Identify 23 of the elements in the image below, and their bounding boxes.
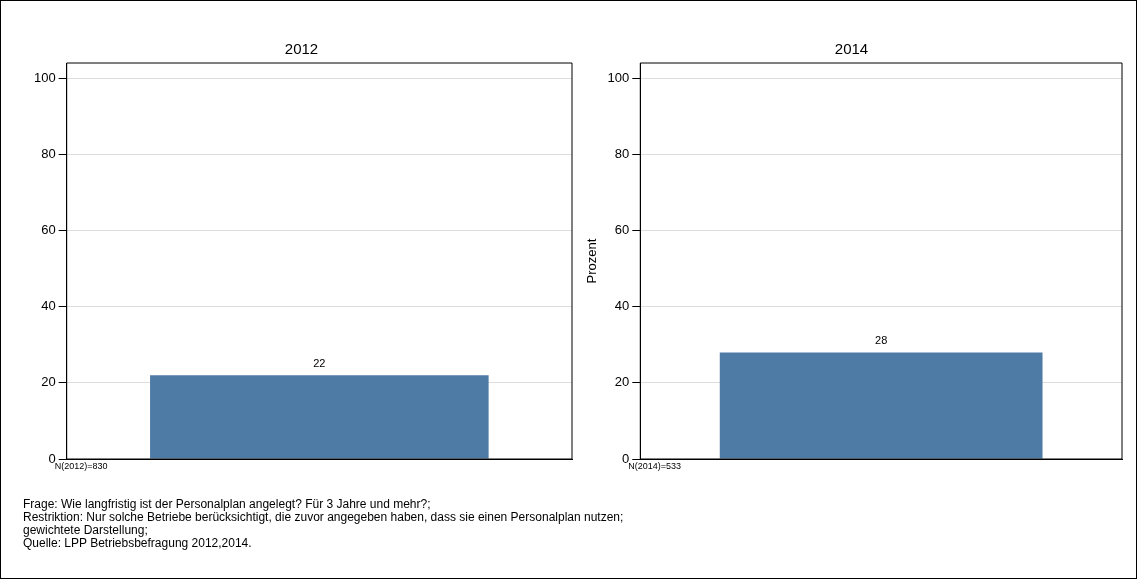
y-tick-label: 100: [607, 69, 630, 85]
y-axis-title: Prozent: [584, 238, 600, 284]
data-label: 28: [875, 333, 888, 346]
chart-title: 2012: [284, 40, 319, 58]
y-tick-label: 80: [614, 145, 630, 161]
chart-title: 2014: [834, 40, 869, 58]
y-tick-label: 100: [33, 69, 56, 85]
y-tick-label: 20: [41, 374, 56, 390]
y-tick-label: 60: [41, 222, 56, 238]
text: Frage: Wie langfristig ist der Personalplan angelegt? Für 3 Jahre und mehr?;: [23, 497, 432, 511]
y-tick-label: 0: [622, 450, 630, 466]
text: N(2014)=533: [628, 460, 682, 471]
source-note: Quelle: LPP Betriebsbefragung 2012,2014.: [23, 536, 253, 550]
y-tick-label: 80: [41, 145, 56, 161]
text: gewichtete Darstellung;: [23, 523, 149, 537]
y-tick-label: 60: [614, 222, 630, 238]
y-tick-label: 40: [41, 298, 56, 314]
data-label: 22: [313, 356, 326, 369]
text: N(2012)=830: [54, 460, 108, 471]
y-tick-label: 20: [614, 374, 630, 390]
y-tick-label: 0: [48, 450, 56, 466]
y-tick-label: 40: [614, 298, 630, 314]
text: Restriktion: Nur solche Betriebe berücksichtigt, die zuvor angegeben haben, dass sie einen Personalplan nutzen;: [23, 510, 624, 524]
